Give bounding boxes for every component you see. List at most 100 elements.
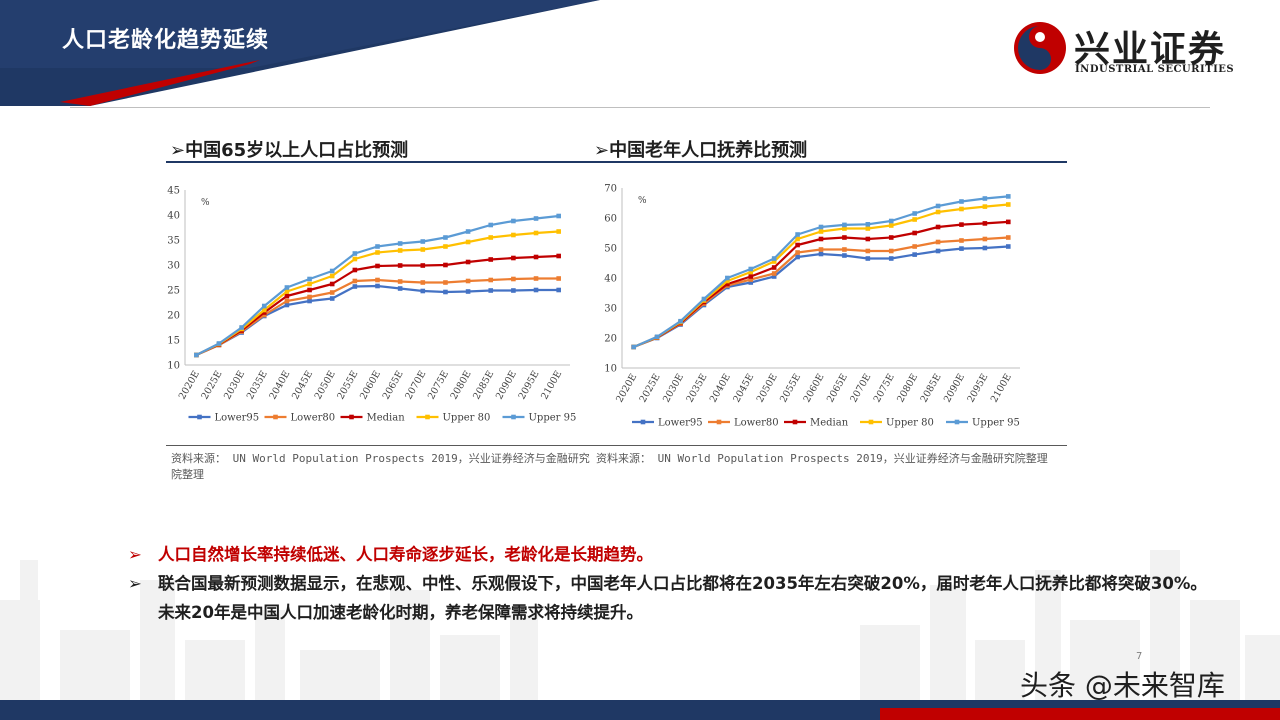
data-point — [194, 352, 199, 358]
data-point — [865, 222, 871, 227]
data-point — [375, 263, 380, 269]
data-point — [725, 281, 730, 287]
data-point — [397, 241, 403, 246]
legend-entry: Upper 95 — [972, 418, 1020, 429]
data-point — [912, 252, 917, 257]
x-tick-label: 2025E — [638, 372, 663, 404]
data-point — [842, 235, 847, 240]
data-point — [556, 276, 561, 281]
legend-marker — [511, 414, 516, 420]
data-point — [352, 284, 358, 289]
data-point — [654, 334, 660, 340]
data-point — [748, 269, 754, 275]
data-point — [511, 288, 516, 293]
data-point — [959, 199, 964, 204]
data-point — [533, 230, 539, 236]
logo-subtitle: INDUSTRIAL SECURITIES — [1075, 64, 1235, 75]
data-point — [307, 281, 312, 287]
data-point — [725, 278, 730, 284]
data-point — [465, 278, 471, 284]
x-tick-label: 2025E — [199, 369, 224, 401]
data-point — [465, 229, 471, 234]
data-point — [511, 255, 516, 261]
legend-marker — [425, 414, 430, 420]
x-tick-label: 2100E — [539, 369, 564, 401]
x-tick-label: 2040E — [708, 372, 733, 404]
data-point — [443, 262, 448, 268]
x-tick-label: 2055E — [335, 369, 360, 401]
watermark: 头条 @未来智库 — [1020, 669, 1225, 702]
data-point — [818, 224, 824, 230]
chart-title-marker: ➢ — [170, 140, 186, 161]
legend-marker — [197, 414, 202, 420]
data-point — [533, 254, 539, 260]
data-point — [307, 294, 312, 300]
legend-entry: Upper 80 — [443, 413, 491, 424]
data-point — [842, 247, 847, 252]
x-tick-label: 2075E — [426, 369, 451, 401]
legend-marker — [716, 419, 722, 425]
y-tick-label: 70 — [604, 184, 617, 195]
data-point — [818, 247, 824, 252]
x-tick-label: 2060E — [802, 372, 827, 404]
y-tick-label: 50 — [604, 244, 617, 255]
x-tick-label: 2030E — [661, 372, 686, 404]
x-tick-label: 2080E — [449, 369, 474, 401]
data-point — [420, 247, 426, 252]
x-tick-label: 2045E — [731, 372, 756, 404]
data-point — [329, 281, 335, 287]
x-tick-label: 2085E — [471, 369, 496, 401]
data-point — [443, 244, 448, 249]
y-unit-label: % — [638, 196, 647, 206]
data-point — [935, 239, 941, 245]
legend-marker — [273, 414, 278, 420]
data-point — [748, 277, 754, 282]
data-point — [771, 271, 777, 276]
data-point — [631, 344, 637, 350]
series-line — [195, 254, 559, 356]
data-point — [261, 303, 267, 309]
data-point — [795, 242, 800, 248]
data-point — [352, 267, 358, 273]
chart-title-left: ➢中国65岁以上人口占比预测 — [170, 140, 409, 161]
data-point — [935, 248, 941, 254]
legend-marker — [954, 419, 960, 425]
data-point — [488, 288, 494, 293]
data-point — [865, 256, 871, 261]
data-point — [397, 286, 403, 291]
y-tick-label: 40 — [167, 211, 180, 222]
data-point — [284, 293, 290, 299]
legend-entry: Upper 95 — [529, 413, 577, 424]
legend-marker — [868, 419, 874, 425]
data-point — [818, 251, 824, 257]
data-point — [888, 256, 894, 261]
legend-entry: Median — [367, 413, 406, 424]
y-tick-label: 10 — [167, 361, 180, 372]
data-point — [284, 298, 290, 304]
data-point — [795, 232, 800, 237]
logo-name: 兴业证券 — [1074, 29, 1227, 70]
data-point — [982, 245, 988, 251]
data-point — [329, 268, 335, 274]
x-tick-label: 2095E — [517, 369, 542, 401]
series-line — [633, 195, 1009, 349]
legend-entry: Lower95 — [215, 413, 260, 424]
x-tick-label: 2020E — [177, 369, 202, 401]
data-point — [284, 289, 290, 294]
data-point — [443, 289, 448, 295]
data-point — [488, 222, 494, 228]
chart-title-marker: ➢ — [594, 140, 610, 161]
data-point — [375, 283, 380, 289]
data-point — [307, 276, 312, 282]
data-point — [397, 248, 403, 253]
data-point — [443, 235, 448, 240]
x-tick-label: 2095E — [965, 372, 990, 404]
data-point — [352, 278, 358, 284]
y-tick-label: 20 — [604, 334, 617, 345]
legend-marker — [349, 414, 354, 420]
data-point — [725, 275, 730, 281]
data-point — [420, 263, 426, 268]
data-point — [795, 254, 800, 260]
x-tick-label: 2065E — [825, 372, 850, 404]
data-point — [912, 244, 917, 249]
